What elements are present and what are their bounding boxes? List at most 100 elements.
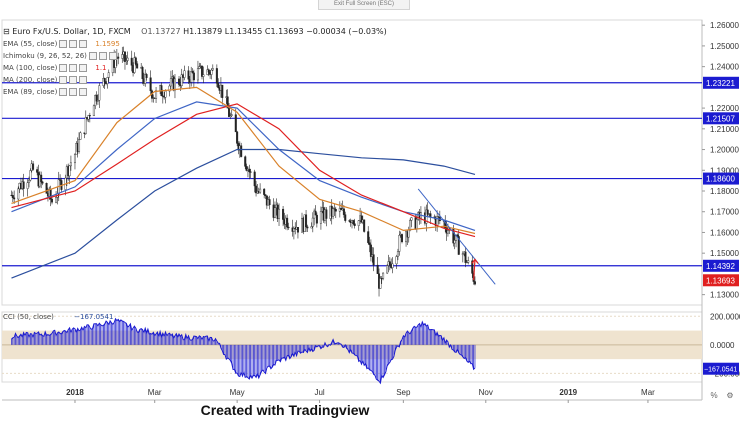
- candle-body: [379, 278, 382, 289]
- candle-body: [178, 78, 181, 85]
- candle-body: [190, 71, 193, 83]
- candle-body: [88, 115, 91, 117]
- candle-body: [353, 223, 356, 226]
- candle-body: [98, 85, 101, 101]
- legend-control-icon[interactable]: [69, 88, 78, 96]
- candle-body: [315, 214, 318, 224]
- candle-body: [155, 90, 158, 99]
- level-tag: [703, 112, 739, 125]
- candle-body: [68, 165, 71, 177]
- candle-body: [234, 114, 237, 133]
- candle-body: [191, 71, 194, 74]
- price-tick-label: 1.17000: [710, 208, 739, 217]
- legend-control-icon[interactable]: [59, 40, 68, 48]
- arrow-shaft: [473, 259, 476, 281]
- candle-body: [107, 72, 110, 78]
- candle-body: [103, 78, 106, 82]
- candle-body: [446, 230, 449, 234]
- ma200-line: [11, 148, 476, 279]
- indicator-value: 1.1: [95, 64, 107, 72]
- legend-control-icon[interactable]: [69, 40, 78, 48]
- candle-body: [386, 265, 389, 274]
- price-tick-label: 1.18000: [710, 187, 739, 196]
- candle-body: [133, 57, 136, 73]
- indicator-legend-item[interactable]: MA (200, close): [3, 76, 88, 84]
- legend-control-icon[interactable]: [98, 52, 107, 60]
- candle-body: [79, 132, 82, 140]
- legend-control-icon[interactable]: [79, 76, 88, 84]
- candle-body: [245, 166, 248, 171]
- legend-control-icon[interactable]: [69, 64, 78, 72]
- time-tick-label: Mar: [148, 388, 162, 397]
- candle-body: [211, 68, 214, 71]
- candle-body: [453, 240, 456, 244]
- candle-body: [401, 234, 404, 243]
- legend-control-icon[interactable]: [59, 64, 68, 72]
- legend-control-icon[interactable]: [59, 88, 68, 96]
- legend-control-icon[interactable]: [79, 88, 88, 96]
- settings-icon[interactable]: ⚙: [726, 391, 734, 400]
- candle-body: [282, 208, 285, 220]
- credit-text: Created with Tradingview: [200, 402, 370, 418]
- candle-body: [117, 56, 120, 59]
- percent-toggle[interactable]: %: [710, 391, 718, 400]
- legend-control-icon[interactable]: [79, 64, 88, 72]
- candle-body: [29, 170, 32, 181]
- candle-body: [69, 162, 72, 167]
- cci-legend: CCI (50, close) −167.0541: [3, 313, 113, 321]
- indicator-legend-item[interactable]: Ichimoku (9, 26, 52, 26): [3, 52, 117, 60]
- ema55-line: [11, 86, 476, 235]
- legend-control-icon[interactable]: [79, 40, 88, 48]
- candle-body: [249, 171, 252, 173]
- candle-body: [114, 58, 117, 68]
- candle-body: [134, 57, 137, 64]
- candle-body: [200, 65, 203, 77]
- indicator-legend-item[interactable]: MA (100, close) 1.1: [3, 64, 107, 72]
- candle-body: [228, 107, 231, 117]
- candle-body: [230, 114, 233, 116]
- price-tick-label: 1.20000: [710, 146, 739, 155]
- indicator-label: MA (100, close): [3, 64, 58, 72]
- candle-body: [363, 219, 366, 232]
- price-tick-label: 1.26000: [710, 21, 739, 30]
- candle-body: [253, 171, 256, 187]
- collapse-icon[interactable]: ⊟: [3, 27, 10, 36]
- candle-body: [248, 168, 251, 173]
- candle-body: [333, 208, 336, 210]
- legend-control-icon[interactable]: [108, 52, 117, 60]
- candle-body: [40, 174, 43, 183]
- legend-control-icon[interactable]: [88, 52, 97, 60]
- candle-body: [41, 181, 44, 184]
- candle-body: [391, 263, 394, 268]
- ohlc-low: L1.13455: [224, 27, 263, 36]
- candle-body: [264, 194, 267, 196]
- candle-body: [226, 96, 229, 109]
- legend-control-icon[interactable]: [59, 76, 68, 84]
- ohlc-close: C1.13693: [264, 27, 304, 36]
- candle-body: [415, 219, 418, 230]
- ohlc-high: H1.13879: [183, 27, 223, 36]
- indicator-legend-item[interactable]: EMA (55, close) 1.1595: [3, 40, 120, 48]
- candle-body: [207, 69, 210, 73]
- chart-title-row: ⊟ Euro Fx/U.S. Dollar, 1D, FXCM O1.13727…: [3, 27, 387, 36]
- indicator-legend-item[interactable]: EMA (89, close): [3, 88, 88, 96]
- time-tick-label: Sep: [396, 388, 411, 397]
- candle-body: [102, 78, 105, 86]
- candle-body: [273, 207, 276, 218]
- candle-body: [73, 154, 76, 164]
- candle-body: [464, 251, 467, 263]
- candle-body: [259, 188, 262, 193]
- candle-body: [268, 199, 271, 206]
- price-tick-label: 1.19000: [710, 166, 739, 175]
- candle-body: [471, 260, 474, 274]
- candle-body: [305, 214, 308, 228]
- legend-control-icon[interactable]: [69, 76, 78, 84]
- arrow-head: [471, 258, 479, 264]
- candle-body: [352, 220, 355, 224]
- candle-body: [45, 183, 48, 194]
- candle-body: [221, 84, 224, 98]
- candle-body: [314, 210, 317, 216]
- candle-body: [325, 209, 328, 219]
- exit-fullscreen-button[interactable]: Exit Full Screen (ESC): [318, 0, 410, 10]
- candle-body: [169, 78, 172, 87]
